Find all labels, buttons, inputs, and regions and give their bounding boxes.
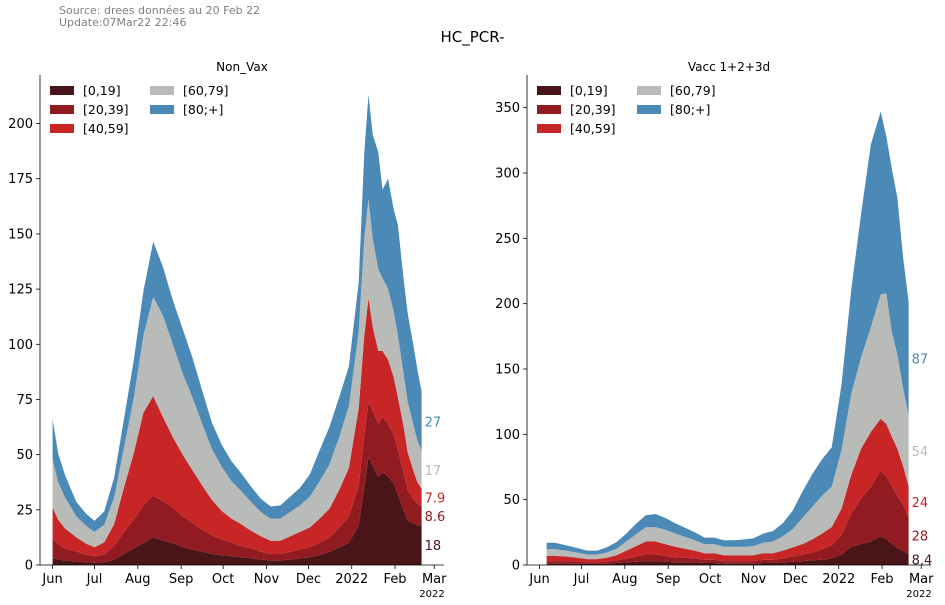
legend-swatch — [537, 86, 561, 95]
legend: [0,19] [20,39] [40,59] [60,79] [80;+] — [537, 83, 716, 136]
x-tick-label: Nov — [254, 572, 280, 587]
area-series-3 — [546, 418, 909, 563]
area-series-5 — [546, 111, 909, 555]
legend-label: [80;+] — [670, 102, 710, 117]
y-tick-label: 100 — [8, 338, 33, 353]
x-tick-label: Jun — [41, 572, 62, 587]
figure-suptitle: HC_PCR- — [440, 28, 505, 46]
x-tick-label: Aug — [612, 572, 637, 587]
y-tick-label: 50 — [16, 448, 33, 463]
area-series-3 — [52, 297, 422, 557]
x-tick-label: Mar — [909, 572, 934, 587]
chart-panel-1: 0 25 50 75 100 125 150 175 200 Jun Jul Aug Sep Oct Nov… — [8, 60, 447, 600]
y-tick-label: 150 — [495, 363, 520, 378]
area-series-2 — [52, 401, 422, 563]
source-line: Source: drees données au 20 Feb 22 — [59, 4, 261, 17]
end-value-label: 18 — [425, 539, 442, 554]
legend-swatch — [150, 105, 174, 114]
legend-label: [0,19] — [83, 83, 121, 98]
legend: [0,19] [20,39] [40,59] [60,79] [80;+] — [50, 83, 229, 136]
end-value-label: 8.4 — [912, 554, 933, 569]
x-tick-label: Dec — [296, 572, 321, 587]
x-tick-label: 2022 — [335, 572, 368, 587]
x-tick-label: Jul — [573, 572, 590, 587]
legend-swatch — [537, 105, 561, 114]
y-tick-label: 150 — [8, 227, 33, 242]
end-value-label: 24 — [912, 496, 929, 511]
y-tick-label: 0 — [512, 559, 520, 574]
x-tick-label: Feb — [384, 572, 407, 587]
area-series-1 — [52, 456, 422, 565]
end-value-label: 8.6 — [425, 510, 446, 525]
x-tick-label: Mar — [422, 572, 447, 587]
x-tick-label: Jun — [528, 572, 549, 587]
legend-label: [80;+] — [183, 102, 223, 117]
x-tick-label: Jul — [86, 572, 103, 587]
chart-title: Non_Vax — [216, 60, 268, 74]
end-value-label: 27 — [425, 416, 442, 431]
chart-title: Vacc 1+2+3d — [688, 60, 770, 74]
x-tick-label: Aug — [125, 572, 150, 587]
end-value-label: 87 — [912, 353, 929, 368]
y-tick-label: 200 — [495, 297, 520, 312]
legend-label: [20,39] — [570, 102, 616, 117]
legend-label: [40,59] — [570, 121, 616, 136]
legend-swatch — [637, 86, 661, 95]
update-line: Update:07Mar22 22:46 — [59, 16, 187, 29]
end-value-label: 7.9 — [425, 492, 446, 507]
y-tick-label: 0 — [25, 559, 33, 574]
end-value-label: 28 — [912, 530, 929, 545]
x-tick-label: Sep — [169, 572, 194, 587]
y-tick-label: 125 — [8, 283, 33, 298]
x-tick-label: Dec — [783, 572, 808, 587]
legend-swatch — [537, 124, 561, 133]
x-tick-label: Sep — [656, 572, 681, 587]
y-tick-label: 300 — [495, 167, 520, 182]
legend-swatch — [637, 105, 661, 114]
legend-swatch — [50, 105, 74, 114]
source-note: Source: drees données au 20 Feb 22 Updat… — [59, 5, 260, 29]
legend-label: [20,39] — [83, 102, 129, 117]
legend-label: [60,79] — [670, 83, 716, 98]
legend-swatch — [50, 124, 74, 133]
area-series-1 — [546, 536, 909, 565]
y-tick-label: 350 — [495, 101, 520, 116]
y-tick-label: 200 — [8, 117, 33, 132]
x-tick-label: Oct — [699, 572, 721, 587]
x-tick-label: Oct — [212, 572, 234, 587]
legend-label: [40,59] — [83, 121, 129, 136]
legend-label: [60,79] — [183, 83, 229, 98]
end-value-label: 54 — [912, 445, 929, 460]
x-tick-label: 2022 — [822, 572, 855, 587]
x-tick-label: Nov — [741, 572, 767, 587]
legend-swatch — [150, 86, 174, 95]
legend-swatch — [50, 86, 74, 95]
x-tick-label: Feb — [871, 572, 894, 587]
y-tick-label: 100 — [495, 428, 520, 443]
y-tick-label: 25 — [16, 503, 33, 518]
x-offset-label: 2022 — [419, 589, 444, 600]
y-tick-label: 50 — [503, 493, 520, 508]
y-tick-label: 175 — [8, 172, 33, 187]
chart-panel-2: 0 50 100 150 200 250 300 350 Jun Jul Aug Sep Oct Nov D… — [495, 60, 934, 600]
y-tick-label: 250 — [495, 232, 520, 247]
x-offset-label: 2022 — [906, 589, 931, 600]
y-tick-label: 75 — [16, 393, 33, 408]
legend-label: [0,19] — [570, 83, 608, 98]
end-value-label: 17 — [425, 464, 442, 479]
